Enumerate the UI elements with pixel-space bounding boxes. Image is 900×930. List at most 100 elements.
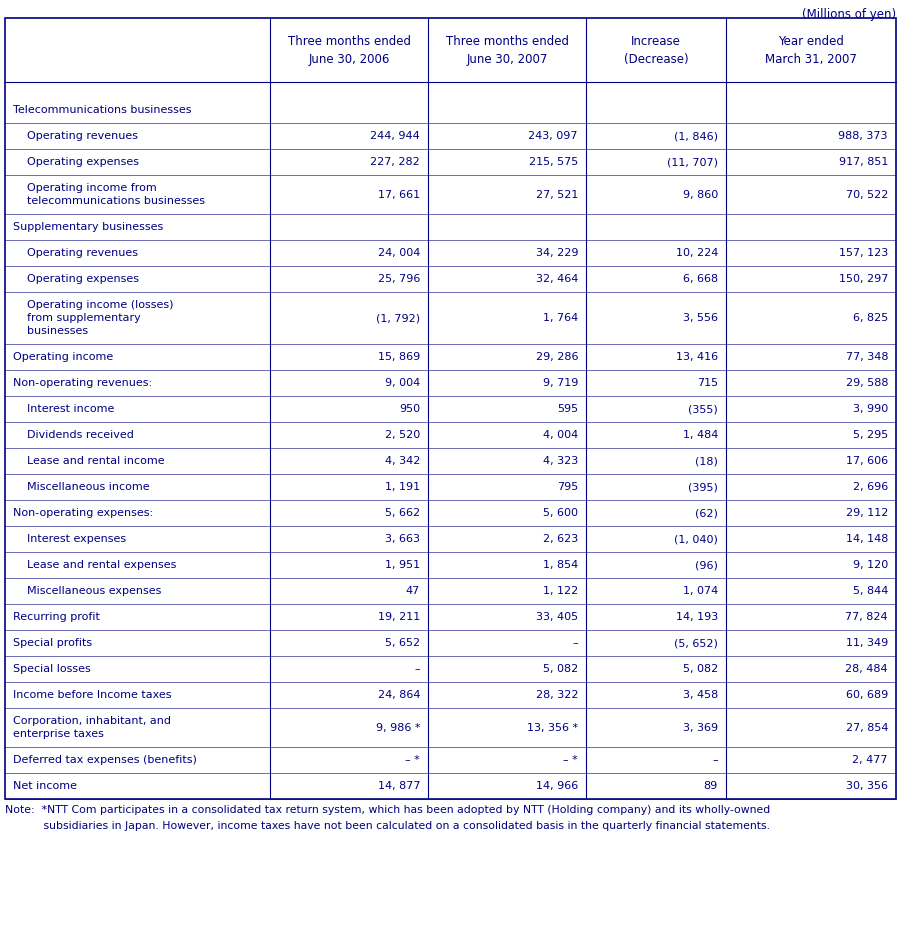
Text: Deferred tax expenses (benefits): Deferred tax expenses (benefits) (13, 755, 197, 765)
Text: 17, 606: 17, 606 (846, 456, 888, 466)
Text: 13, 356 *: 13, 356 * (526, 723, 578, 733)
Text: (355): (355) (688, 404, 718, 414)
Text: 1, 122: 1, 122 (543, 586, 578, 596)
Text: 1, 191: 1, 191 (385, 482, 420, 492)
Text: (5, 652): (5, 652) (674, 638, 718, 648)
Text: 9, 004: 9, 004 (385, 378, 420, 388)
Text: 5, 082: 5, 082 (543, 664, 578, 674)
Text: Dividends received: Dividends received (13, 430, 134, 440)
Text: 3, 556: 3, 556 (683, 313, 718, 323)
Text: 33, 405: 33, 405 (536, 612, 578, 622)
Text: 14, 148: 14, 148 (846, 534, 888, 544)
Text: – *: – * (563, 755, 578, 765)
Text: 244, 944: 244, 944 (370, 131, 420, 141)
Text: (395): (395) (688, 482, 718, 492)
Text: 227, 282: 227, 282 (370, 157, 420, 167)
Text: 1, 484: 1, 484 (682, 430, 718, 440)
Text: 9, 120: 9, 120 (853, 560, 888, 570)
Text: Operating expenses: Operating expenses (13, 274, 139, 284)
Text: 988, 373: 988, 373 (839, 131, 888, 141)
Text: 29, 286: 29, 286 (536, 352, 578, 362)
Text: 15, 869: 15, 869 (378, 352, 420, 362)
Text: Supplementary businesses: Supplementary businesses (13, 222, 163, 232)
Text: 25, 796: 25, 796 (378, 274, 420, 284)
Text: 28, 484: 28, 484 (845, 664, 888, 674)
Text: 30, 356: 30, 356 (846, 781, 888, 791)
Text: 6, 668: 6, 668 (683, 274, 718, 284)
Text: (1, 792): (1, 792) (376, 313, 420, 323)
Bar (5, 18, 896, 799)
Text: 77, 348: 77, 348 (845, 352, 888, 362)
Text: 29, 112: 29, 112 (846, 508, 888, 518)
Text: 2, 696: 2, 696 (853, 482, 888, 492)
Text: 77, 824: 77, 824 (845, 612, 888, 622)
Text: 4, 323: 4, 323 (543, 456, 578, 466)
Text: – *: – * (405, 755, 420, 765)
Text: (96): (96) (695, 560, 718, 570)
Text: Miscellaneous income: Miscellaneous income (13, 482, 149, 492)
Text: 5, 652: 5, 652 (385, 638, 420, 648)
Text: 5, 082: 5, 082 (683, 664, 718, 674)
Text: 9, 860: 9, 860 (683, 190, 718, 200)
Text: Miscellaneous expenses: Miscellaneous expenses (13, 586, 161, 596)
Text: Income before Income taxes: Income before Income taxes (13, 690, 172, 700)
Text: 150, 297: 150, 297 (839, 274, 888, 284)
Text: 13, 416: 13, 416 (676, 352, 718, 362)
Text: 70, 522: 70, 522 (846, 190, 888, 200)
Text: 47: 47 (406, 586, 420, 596)
Text: Operating income (losses)
    from supplementary
    businesses: Operating income (losses) from supplemen… (13, 300, 174, 336)
Text: (Millions of yen): (Millions of yen) (802, 8, 896, 21)
Text: Operating revenues: Operating revenues (13, 248, 138, 258)
Text: Interest income: Interest income (13, 404, 114, 414)
Text: Three months ended
June 30, 2007: Three months ended June 30, 2007 (446, 34, 569, 65)
Text: 3, 990: 3, 990 (853, 404, 888, 414)
Text: –: – (572, 638, 578, 648)
Text: 27, 854: 27, 854 (845, 723, 888, 733)
Text: Year ended
March 31, 2007: Year ended March 31, 2007 (765, 34, 857, 65)
Text: (62): (62) (695, 508, 718, 518)
Text: 715: 715 (697, 378, 718, 388)
Text: Operating expenses: Operating expenses (13, 157, 139, 167)
Text: 4, 342: 4, 342 (384, 456, 420, 466)
Text: 6, 825: 6, 825 (853, 313, 888, 323)
Text: Operating revenues: Operating revenues (13, 131, 138, 141)
Text: Non-operating expenses:: Non-operating expenses: (13, 508, 153, 518)
Text: 14, 966: 14, 966 (536, 781, 578, 791)
Text: Note:  *NTT Com participates in a consolidated tax return system, which has been: Note: *NTT Com participates in a consoli… (5, 805, 770, 815)
Text: Non-operating revenues:: Non-operating revenues: (13, 378, 152, 388)
Text: 917, 851: 917, 851 (839, 157, 888, 167)
Text: 3, 369: 3, 369 (683, 723, 718, 733)
Text: 3, 663: 3, 663 (385, 534, 420, 544)
Text: 950: 950 (399, 404, 420, 414)
Text: 19, 211: 19, 211 (378, 612, 420, 622)
Text: 10, 224: 10, 224 (676, 248, 718, 258)
Text: 29, 588: 29, 588 (845, 378, 888, 388)
Text: 27, 521: 27, 521 (536, 190, 578, 200)
Text: 2, 520: 2, 520 (385, 430, 420, 440)
Text: 14, 877: 14, 877 (377, 781, 420, 791)
Text: Three months ended
June 30, 2006: Three months ended June 30, 2006 (287, 34, 410, 65)
Text: 24, 864: 24, 864 (377, 690, 420, 700)
Text: Special profits: Special profits (13, 638, 92, 648)
Text: 5, 844: 5, 844 (852, 586, 888, 596)
Text: Net income: Net income (13, 781, 77, 791)
Text: 1, 854: 1, 854 (543, 560, 578, 570)
Text: 5, 295: 5, 295 (853, 430, 888, 440)
Text: (11, 707): (11, 707) (667, 157, 718, 167)
Text: Lease and rental income: Lease and rental income (13, 456, 165, 466)
Text: 11, 349: 11, 349 (846, 638, 888, 648)
Text: Telecommunications businesses: Telecommunications businesses (13, 105, 192, 115)
Text: (18): (18) (695, 456, 718, 466)
Text: 34, 229: 34, 229 (536, 248, 578, 258)
Text: 795: 795 (557, 482, 578, 492)
Text: 9, 719: 9, 719 (543, 378, 578, 388)
Text: Special losses: Special losses (13, 664, 91, 674)
Text: Operating income: Operating income (13, 352, 113, 362)
Text: 9, 986 *: 9, 986 * (375, 723, 420, 733)
Text: 17, 661: 17, 661 (378, 190, 420, 200)
Text: Interest expenses: Interest expenses (13, 534, 126, 544)
Text: 1, 764: 1, 764 (543, 313, 578, 323)
Text: 157, 123: 157, 123 (839, 248, 888, 258)
Text: 1, 074: 1, 074 (683, 586, 718, 596)
Text: 2, 623: 2, 623 (543, 534, 578, 544)
